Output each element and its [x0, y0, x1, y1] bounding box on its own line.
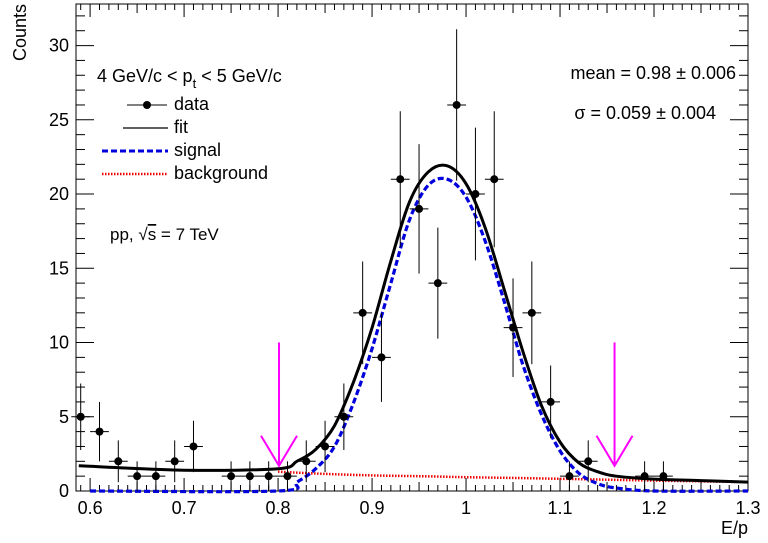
system-prefix: pp,: [110, 225, 138, 244]
data-point: [471, 190, 480, 199]
y-tick-label: 30: [49, 36, 69, 56]
x-tick-label: 1: [461, 498, 471, 518]
arrow-head: [595, 435, 634, 468]
sqrt-variable: s: [148, 225, 157, 244]
data-point: [95, 427, 104, 436]
data-point: [377, 353, 386, 362]
x-tick-label: 1.3: [735, 498, 760, 518]
y-tick-label: 25: [49, 110, 69, 130]
data-point: [170, 457, 179, 466]
data-point: [76, 412, 85, 421]
data-point: [339, 412, 348, 421]
background-curve: [278, 470, 749, 484]
legend-signal-label: signal: [174, 140, 221, 160]
data-points: [71, 29, 673, 491]
fit-curve: [78, 163, 749, 484]
sqrt-symbol: √: [138, 225, 148, 244]
data-point: [565, 472, 574, 481]
system-annotation: pp, √s = 7 TeV: [110, 225, 219, 244]
legend-background-label: background: [174, 163, 268, 183]
data-point: [640, 472, 649, 481]
legend-data-marker: [143, 101, 151, 109]
data-point: [396, 175, 405, 184]
legend-fit-label: fit: [174, 117, 188, 137]
legend: data fit signal background: [102, 94, 268, 183]
data-point: [189, 442, 198, 451]
signal-curve: [90, 176, 749, 494]
data-point: [659, 472, 668, 481]
y-axis-label: Counts: [10, 4, 30, 61]
sigma-annotation: σ = 0.059 ± 0.004: [574, 103, 716, 123]
window-arrows: [260, 342, 634, 468]
data-point: [283, 472, 292, 481]
pt-range-subscript: t: [193, 76, 197, 91]
data-point: [227, 472, 236, 481]
data-point: [358, 308, 367, 317]
x-tick-label: 0.8: [266, 498, 291, 518]
y-tick-label: 0: [59, 481, 69, 501]
x-tick-label: 1.1: [548, 498, 573, 518]
x-tick-label: 1.2: [641, 498, 666, 518]
arrow-head: [260, 435, 298, 468]
data-point: [133, 472, 142, 481]
data-point: [452, 100, 461, 109]
data-point: [546, 397, 555, 406]
data-point: [584, 457, 593, 466]
data-point: [151, 472, 160, 481]
data-point: [321, 442, 330, 451]
data-point: [415, 204, 424, 213]
data-point: [509, 323, 518, 332]
legend-data-label: data: [174, 94, 210, 114]
x-axis-label: E/p: [721, 518, 748, 538]
mean-annotation: mean = 0.98 ± 0.006: [571, 63, 737, 83]
data-point: [527, 308, 536, 317]
y-tick-label: 15: [49, 258, 69, 278]
data-point: [264, 472, 273, 481]
pt-range-suffix: < 5 GeV/c: [196, 66, 282, 86]
pt-range-prefix: 4 GeV/c < p: [97, 66, 193, 86]
data-point: [245, 472, 254, 481]
x-tick-label: 0.6: [78, 498, 103, 518]
y-tick-label: 10: [49, 333, 69, 353]
axes: 0.6 0.7 0.8 0.9 1 1.1 1.2 1.3 0 5 10 15 20 25 30: [49, 4, 761, 518]
data-point: [433, 279, 442, 288]
x-tick-label: 0.9: [360, 498, 385, 518]
data-point: [302, 457, 311, 466]
pt-range-annotation: 4 GeV/c < pt < 5 GeV/c: [97, 66, 282, 91]
curves: [78, 163, 749, 494]
y-tick-label: 20: [49, 184, 69, 204]
plot-frame: [75, 3, 749, 492]
y-tick-label: 5: [59, 407, 69, 427]
data-point: [490, 175, 499, 184]
system-suffix: = 7 TeV: [156, 225, 219, 244]
data-point: [114, 457, 123, 466]
x-tick-label: 0.7: [172, 498, 197, 518]
